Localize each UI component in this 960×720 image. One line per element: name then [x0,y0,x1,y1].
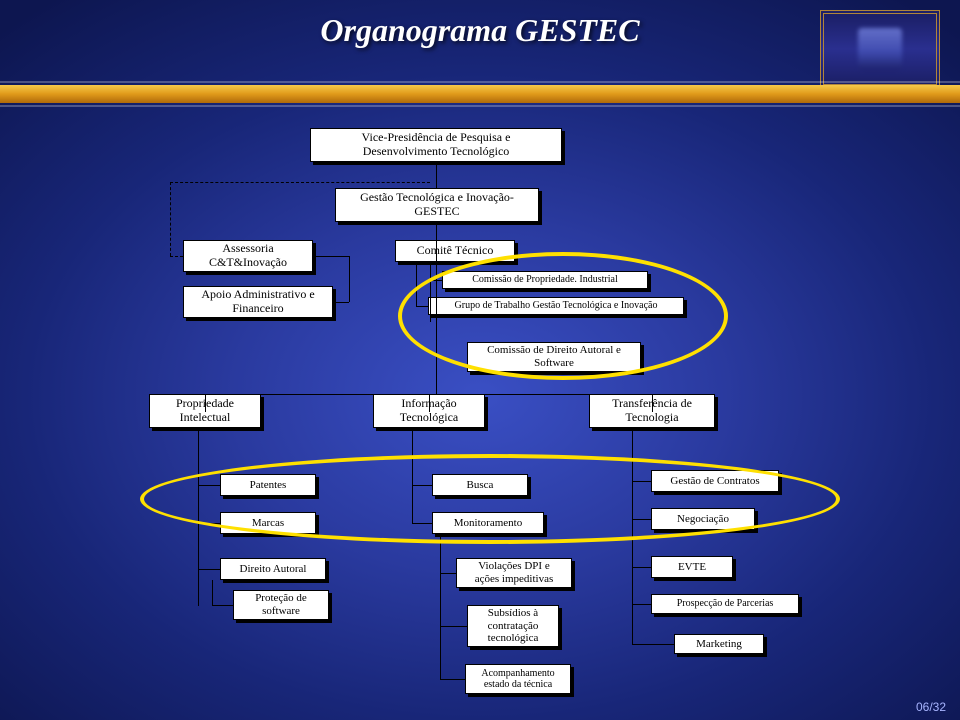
box-assessoria: AssessoriaC&T&Inovação [183,240,313,272]
connector-line [313,256,349,257]
connector-line [440,626,467,627]
connector-line [632,644,674,645]
page-number: 06/32 [916,700,946,714]
box-apoio: Apoio Administrativo eFinanceiro [183,286,333,318]
connector-line [170,256,183,257]
connector-line [205,394,206,412]
connector-line [349,256,350,302]
highlight-bottom [140,454,840,544]
box-subsidios: Subsídios àcontrataçãotecnológica [467,605,559,647]
box-protecao-software: Proteção desoftware [233,590,329,620]
connector-line [212,580,213,605]
connector-line [170,182,171,256]
box-violacoes: Violações DPI eações impeditivas [456,558,572,588]
header-ribbon [0,85,960,103]
connector-line [632,567,651,568]
connector-line [440,534,441,680]
box-acompanhamento: Acompanhamentoestado da técnica [465,664,571,694]
page-title: Organograma GESTEC [0,12,960,49]
connector-line [440,679,465,680]
connector-line [632,604,651,605]
highlight-top [398,252,728,380]
header-photo [820,10,940,88]
box-marketing: Marketing [674,634,764,654]
connector-line [212,605,233,606]
connector-line [198,569,220,570]
box-gestec: Gestão Tecnológica e Inovação-GESTEC [335,188,539,222]
box-evte: EVTE [651,556,733,578]
connector-line [652,394,653,412]
box-vp: Vice-Presidência de Pesquisa eDesenvolvi… [310,128,562,162]
connector-line [170,182,430,183]
connector-line [440,573,456,574]
connector-line [436,162,437,188]
connector-line [333,302,349,303]
connector-line [429,394,430,412]
box-direito-autoral: Direito Autoral [220,558,326,580]
box-prospeccao: Prospecção de Parcerias [651,594,799,614]
